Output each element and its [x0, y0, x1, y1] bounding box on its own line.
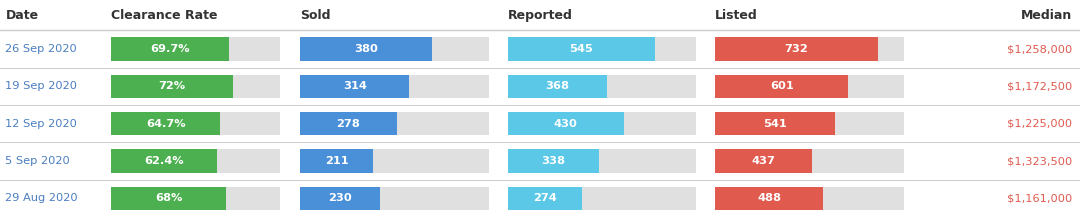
FancyBboxPatch shape — [111, 38, 229, 61]
Text: 380: 380 — [354, 44, 378, 54]
Text: 437: 437 — [752, 156, 775, 166]
FancyBboxPatch shape — [715, 38, 878, 61]
Text: 230: 230 — [328, 193, 352, 203]
Text: 601: 601 — [770, 81, 794, 91]
Text: $1,172,500: $1,172,500 — [1008, 81, 1072, 91]
Text: 12 Sep 2020: 12 Sep 2020 — [5, 119, 78, 129]
Text: 64.7%: 64.7% — [146, 119, 186, 129]
FancyBboxPatch shape — [111, 75, 232, 98]
FancyBboxPatch shape — [300, 112, 396, 135]
FancyBboxPatch shape — [508, 38, 654, 61]
Text: 19 Sep 2020: 19 Sep 2020 — [5, 81, 78, 91]
Text: 488: 488 — [757, 193, 781, 203]
FancyBboxPatch shape — [508, 112, 623, 135]
Text: 68%: 68% — [154, 193, 183, 203]
FancyBboxPatch shape — [111, 150, 216, 173]
FancyBboxPatch shape — [715, 187, 904, 210]
FancyBboxPatch shape — [508, 75, 697, 98]
FancyBboxPatch shape — [300, 187, 380, 210]
FancyBboxPatch shape — [111, 187, 280, 210]
Text: 69.7%: 69.7% — [150, 44, 190, 54]
Text: Clearance Rate: Clearance Rate — [111, 9, 218, 22]
Text: $1,258,000: $1,258,000 — [1008, 44, 1072, 54]
FancyBboxPatch shape — [508, 187, 581, 210]
FancyBboxPatch shape — [300, 75, 409, 98]
Text: $1,225,000: $1,225,000 — [1008, 119, 1072, 129]
FancyBboxPatch shape — [111, 75, 280, 98]
Text: 29 Aug 2020: 29 Aug 2020 — [5, 193, 78, 203]
Text: 211: 211 — [325, 156, 349, 166]
FancyBboxPatch shape — [111, 187, 226, 210]
FancyBboxPatch shape — [715, 112, 835, 135]
Text: Listed: Listed — [715, 9, 758, 22]
Text: 732: 732 — [784, 44, 808, 54]
FancyBboxPatch shape — [508, 112, 697, 135]
Text: 278: 278 — [337, 119, 361, 129]
FancyBboxPatch shape — [300, 187, 489, 210]
Text: 430: 430 — [554, 119, 578, 129]
Text: 72%: 72% — [159, 81, 186, 91]
FancyBboxPatch shape — [300, 75, 489, 98]
Text: 314: 314 — [342, 81, 366, 91]
FancyBboxPatch shape — [111, 112, 280, 135]
Text: 541: 541 — [764, 119, 787, 129]
Text: Reported: Reported — [508, 9, 572, 22]
FancyBboxPatch shape — [111, 38, 280, 61]
FancyBboxPatch shape — [508, 150, 697, 173]
Text: $1,161,000: $1,161,000 — [1008, 193, 1072, 203]
Text: Sold: Sold — [300, 9, 330, 22]
FancyBboxPatch shape — [508, 75, 607, 98]
Text: 545: 545 — [569, 44, 593, 54]
FancyBboxPatch shape — [111, 112, 220, 135]
Text: 26 Sep 2020: 26 Sep 2020 — [5, 44, 77, 54]
FancyBboxPatch shape — [715, 150, 812, 173]
FancyBboxPatch shape — [300, 38, 432, 61]
FancyBboxPatch shape — [300, 38, 489, 61]
FancyBboxPatch shape — [715, 150, 904, 173]
FancyBboxPatch shape — [300, 150, 489, 173]
Text: 62.4%: 62.4% — [144, 156, 184, 166]
FancyBboxPatch shape — [300, 150, 374, 173]
FancyBboxPatch shape — [300, 112, 489, 135]
Text: Date: Date — [5, 9, 39, 22]
Text: 368: 368 — [545, 81, 569, 91]
Text: $1,323,500: $1,323,500 — [1008, 156, 1072, 166]
FancyBboxPatch shape — [508, 38, 697, 61]
Text: Median: Median — [1022, 9, 1072, 22]
Text: 338: 338 — [541, 156, 565, 166]
Text: 5 Sep 2020: 5 Sep 2020 — [5, 156, 70, 166]
Text: 274: 274 — [532, 193, 556, 203]
FancyBboxPatch shape — [715, 38, 904, 61]
FancyBboxPatch shape — [508, 187, 697, 210]
FancyBboxPatch shape — [111, 150, 280, 173]
FancyBboxPatch shape — [715, 187, 823, 210]
FancyBboxPatch shape — [508, 150, 598, 173]
FancyBboxPatch shape — [715, 112, 904, 135]
FancyBboxPatch shape — [715, 75, 904, 98]
FancyBboxPatch shape — [715, 75, 849, 98]
